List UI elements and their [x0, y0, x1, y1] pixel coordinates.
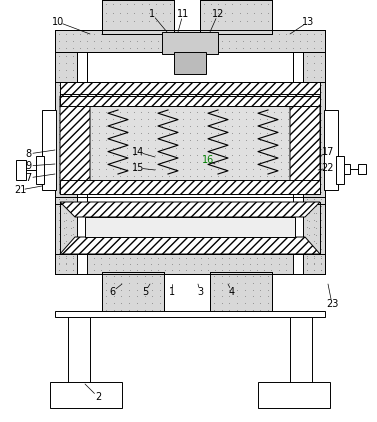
Bar: [55, 30, 325, 52]
Text: 21: 21: [14, 185, 26, 195]
Bar: [336, 156, 344, 184]
Bar: [293, 52, 303, 274]
Text: 14: 14: [132, 147, 144, 157]
Bar: [102, 272, 164, 314]
Bar: [210, 272, 272, 314]
Text: 15: 15: [132, 163, 144, 173]
Text: 22: 22: [322, 163, 334, 173]
Bar: [60, 202, 320, 254]
Text: 3: 3: [197, 287, 203, 297]
Bar: [42, 110, 56, 190]
Bar: [102, 0, 174, 34]
Text: 23: 23: [326, 299, 338, 309]
Bar: [162, 32, 218, 54]
Bar: [290, 314, 312, 384]
Bar: [68, 314, 90, 384]
Polygon shape: [60, 237, 320, 254]
Bar: [55, 52, 77, 274]
Bar: [102, 272, 164, 314]
Polygon shape: [60, 96, 90, 194]
Text: 12: 12: [212, 9, 224, 19]
Bar: [210, 272, 272, 314]
Bar: [174, 52, 206, 74]
Bar: [344, 164, 350, 174]
Polygon shape: [60, 82, 320, 96]
Text: 6: 6: [109, 287, 115, 297]
Text: 11: 11: [177, 9, 189, 19]
Bar: [200, 0, 272, 34]
Bar: [16, 160, 26, 180]
Bar: [324, 110, 338, 190]
Polygon shape: [60, 96, 320, 106]
Bar: [55, 52, 77, 274]
Bar: [55, 254, 325, 274]
Bar: [60, 202, 320, 254]
Polygon shape: [290, 96, 320, 194]
Bar: [77, 52, 87, 274]
Text: 7: 7: [25, 173, 31, 183]
Bar: [60, 94, 320, 194]
Bar: [55, 254, 325, 274]
Text: 8: 8: [25, 149, 31, 159]
Text: 16: 16: [202, 155, 214, 165]
Text: 2: 2: [95, 392, 101, 402]
Bar: [60, 94, 320, 194]
Bar: [303, 52, 325, 274]
Bar: [36, 156, 44, 184]
Bar: [55, 311, 325, 317]
Text: 13: 13: [302, 17, 314, 27]
Polygon shape: [60, 202, 320, 217]
Polygon shape: [60, 180, 320, 194]
Bar: [303, 52, 325, 274]
Bar: [200, 0, 272, 34]
Bar: [55, 30, 325, 52]
Text: 1: 1: [169, 287, 175, 297]
Text: 17: 17: [322, 147, 334, 157]
Bar: [358, 164, 366, 174]
Bar: [50, 382, 122, 408]
Text: 10: 10: [52, 17, 64, 27]
Text: 4: 4: [229, 287, 235, 297]
Text: 9: 9: [25, 161, 31, 171]
Bar: [85, 217, 295, 237]
Text: 5: 5: [142, 287, 148, 297]
Bar: [258, 382, 330, 408]
Text: 1: 1: [149, 9, 155, 19]
Bar: [102, 0, 174, 34]
